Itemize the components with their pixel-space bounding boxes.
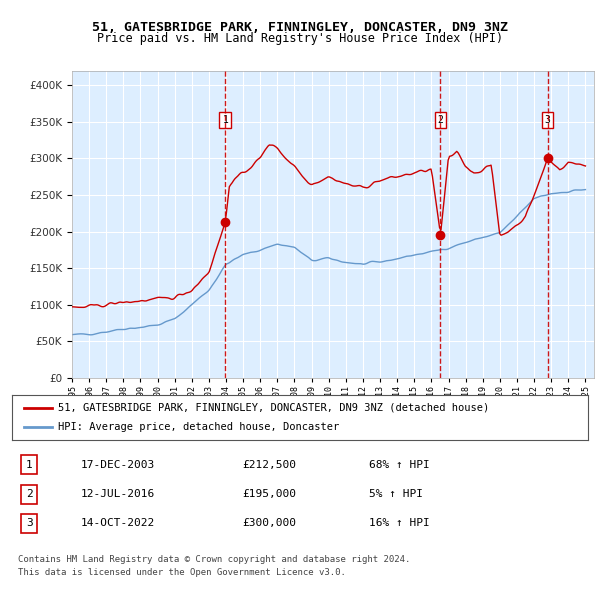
Text: 5% ↑ HPI: 5% ↑ HPI [369, 489, 423, 499]
Text: 68% ↑ HPI: 68% ↑ HPI [369, 460, 430, 470]
Text: £212,500: £212,500 [242, 460, 296, 470]
Text: 3: 3 [545, 115, 551, 125]
Text: 2: 2 [437, 115, 443, 125]
Text: Contains HM Land Registry data © Crown copyright and database right 2024.: Contains HM Land Registry data © Crown c… [18, 555, 410, 563]
Text: 16% ↑ HPI: 16% ↑ HPI [369, 519, 430, 528]
Text: 14-OCT-2022: 14-OCT-2022 [81, 519, 155, 528]
Text: £195,000: £195,000 [242, 489, 296, 499]
Text: 3: 3 [26, 519, 32, 528]
Text: 51, GATESBRIDGE PARK, FINNINGLEY, DONCASTER, DN9 3NZ (detached house): 51, GATESBRIDGE PARK, FINNINGLEY, DONCAS… [58, 403, 490, 412]
Text: £300,000: £300,000 [242, 519, 296, 528]
Text: 17-DEC-2003: 17-DEC-2003 [81, 460, 155, 470]
Text: 12-JUL-2016: 12-JUL-2016 [81, 489, 155, 499]
Text: 51, GATESBRIDGE PARK, FINNINGLEY, DONCASTER, DN9 3NZ: 51, GATESBRIDGE PARK, FINNINGLEY, DONCAS… [92, 21, 508, 34]
Text: Price paid vs. HM Land Registry's House Price Index (HPI): Price paid vs. HM Land Registry's House … [97, 32, 503, 45]
Text: HPI: Average price, detached house, Doncaster: HPI: Average price, detached house, Donc… [58, 422, 340, 432]
Text: This data is licensed under the Open Government Licence v3.0.: This data is licensed under the Open Gov… [18, 568, 346, 576]
Text: 2: 2 [26, 489, 32, 499]
Text: 1: 1 [223, 115, 228, 125]
Text: 1: 1 [26, 460, 32, 470]
